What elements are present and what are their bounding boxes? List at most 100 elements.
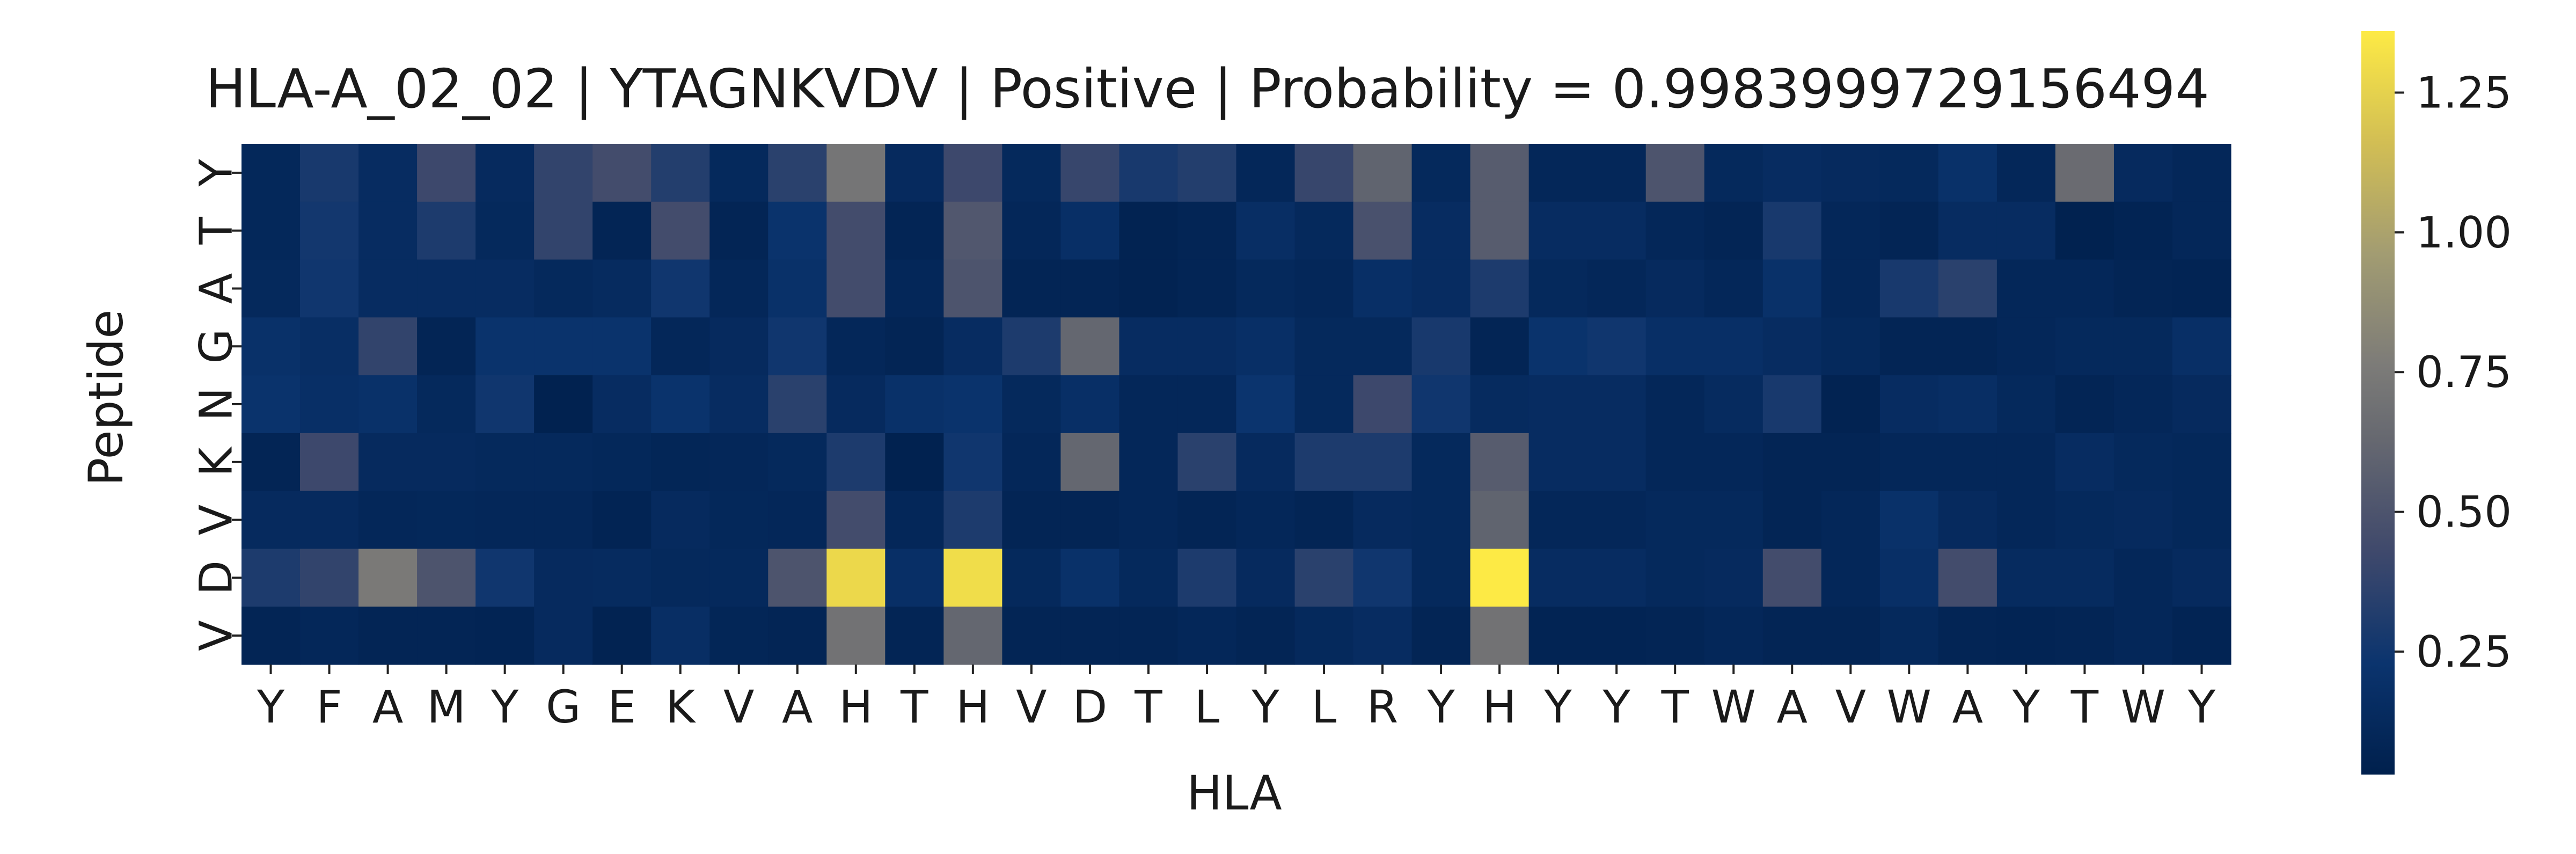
heatmap-cell	[1645, 317, 1705, 376]
heatmap-cell	[2172, 607, 2231, 665]
heatmap-cell	[1177, 607, 1237, 665]
heatmap-cell	[1119, 375, 1179, 434]
x-tick-label: Y	[491, 681, 519, 733]
heatmap-cell	[1645, 491, 1705, 550]
heatmap-cell	[2113, 375, 2173, 434]
x-tick-label: A	[1952, 681, 1983, 733]
heatmap-cell	[1587, 549, 1646, 607]
heatmap-cell	[1879, 491, 1939, 550]
heatmap-cell	[768, 144, 827, 202]
heatmap-cell	[1060, 375, 1120, 434]
heatmap-cell	[2172, 433, 2231, 492]
heatmap-cell	[1119, 491, 1179, 550]
heatmap-cell	[534, 549, 593, 607]
heatmap-cell	[651, 607, 710, 665]
heatmap-cell	[709, 201, 769, 260]
heatmap-cell	[534, 607, 593, 665]
heatmap-cell	[1704, 491, 1763, 550]
heatmap-cell	[1411, 375, 1471, 434]
heatmap-cell	[417, 144, 476, 202]
heatmap-cell	[475, 259, 535, 318]
heatmap-cell	[1411, 144, 1471, 202]
heatmap-cell	[943, 549, 1002, 607]
heatmap-cell	[1879, 201, 1939, 260]
heatmap-cell	[1762, 549, 1822, 607]
heatmap-cell	[2113, 491, 2173, 550]
heatmap-cell	[592, 491, 652, 550]
heatmap-cell	[1938, 491, 1997, 550]
heatmap-cell	[943, 433, 1002, 492]
heatmap-cell	[358, 491, 418, 550]
heatmap-cell	[1002, 433, 1062, 492]
heatmap-cell	[768, 317, 827, 376]
heatmap-cell	[826, 317, 885, 376]
heatmap-cell	[709, 607, 769, 665]
heatmap-cell	[1002, 491, 1062, 550]
heatmap-cell	[1587, 317, 1646, 376]
heatmap-cell	[475, 317, 535, 376]
heatmap-cell	[651, 549, 710, 607]
heatmap-cell	[2055, 549, 2114, 607]
heatmap-cell	[300, 144, 359, 202]
heatmap-cell	[1996, 317, 2056, 376]
heatmap-cell	[1938, 433, 1997, 492]
heatmap-cell	[709, 144, 769, 202]
heatmap-cell	[1236, 375, 1296, 434]
heatmap-cell	[592, 201, 652, 260]
heatmap-cell	[1528, 375, 1588, 434]
y-tick-label: D	[189, 560, 242, 595]
heatmap-cell	[417, 607, 476, 665]
heatmap-cell	[1411, 201, 1471, 260]
heatmap-cell	[1119, 259, 1179, 318]
x-tick-label: V	[1016, 681, 1046, 733]
heatmap-cell	[1645, 549, 1705, 607]
heatmap-cell	[1821, 607, 1880, 665]
heatmap-cell	[1060, 201, 1120, 260]
heatmap-cell	[826, 201, 885, 260]
heatmap-cell	[768, 259, 827, 318]
heatmap-cell	[1060, 549, 1120, 607]
heatmap-cell	[300, 549, 359, 607]
heatmap-cell	[1411, 433, 1471, 492]
heatmap-cell	[1470, 375, 1529, 434]
heatmap-cell	[885, 375, 944, 434]
heatmap-cell	[885, 607, 944, 665]
heatmap-cell	[1704, 375, 1763, 434]
heatmap-cell	[1119, 549, 1179, 607]
heatmap-cell	[1762, 317, 1822, 376]
y-tick-label: N	[189, 388, 242, 421]
heatmap-cell	[1002, 201, 1062, 260]
heatmap-cell	[592, 317, 652, 376]
heatmap-cell	[943, 259, 1002, 318]
heatmap-cell	[1996, 201, 2056, 260]
heatmap-cell	[1177, 491, 1237, 550]
heatmap-cell	[1704, 317, 1763, 376]
heatmap-cell	[1236, 259, 1296, 318]
heatmap-cell	[1236, 201, 1296, 260]
heatmap-cell	[2055, 259, 2114, 318]
heatmap-cell	[241, 317, 301, 376]
heatmap-cell	[358, 433, 418, 492]
heatmap-cell	[241, 144, 301, 202]
heatmap-cell	[709, 549, 769, 607]
colorbar-tick-label: 0.75	[2416, 347, 2512, 397]
heatmap-cell	[417, 549, 476, 607]
heatmap-cell	[1177, 144, 1237, 202]
heatmap-cell	[1177, 549, 1237, 607]
x-tick-label: T	[2070, 681, 2099, 733]
colorbar-ticks: 0.25 0.50 0.75 1.00 1.25	[2395, 68, 2512, 677]
heatmap-cell	[417, 491, 476, 550]
heatmap-cell	[709, 433, 769, 492]
x-tick-label: H	[1483, 681, 1517, 733]
x-tick-label: Y	[1251, 681, 1279, 733]
heatmap-cell	[826, 607, 885, 665]
heatmap-cell	[885, 201, 944, 260]
heatmap-cell	[300, 201, 359, 260]
colorbar-tick-label: 0.25	[2416, 627, 2512, 677]
y-tick-labels: YTAGNKVDV	[189, 159, 242, 651]
heatmap-cell	[1762, 144, 1822, 202]
heatmap-cell	[1002, 549, 1062, 607]
heatmap-cell	[1879, 549, 1939, 607]
heatmap-cell	[826, 549, 885, 607]
heatmap-cell	[417, 259, 476, 318]
